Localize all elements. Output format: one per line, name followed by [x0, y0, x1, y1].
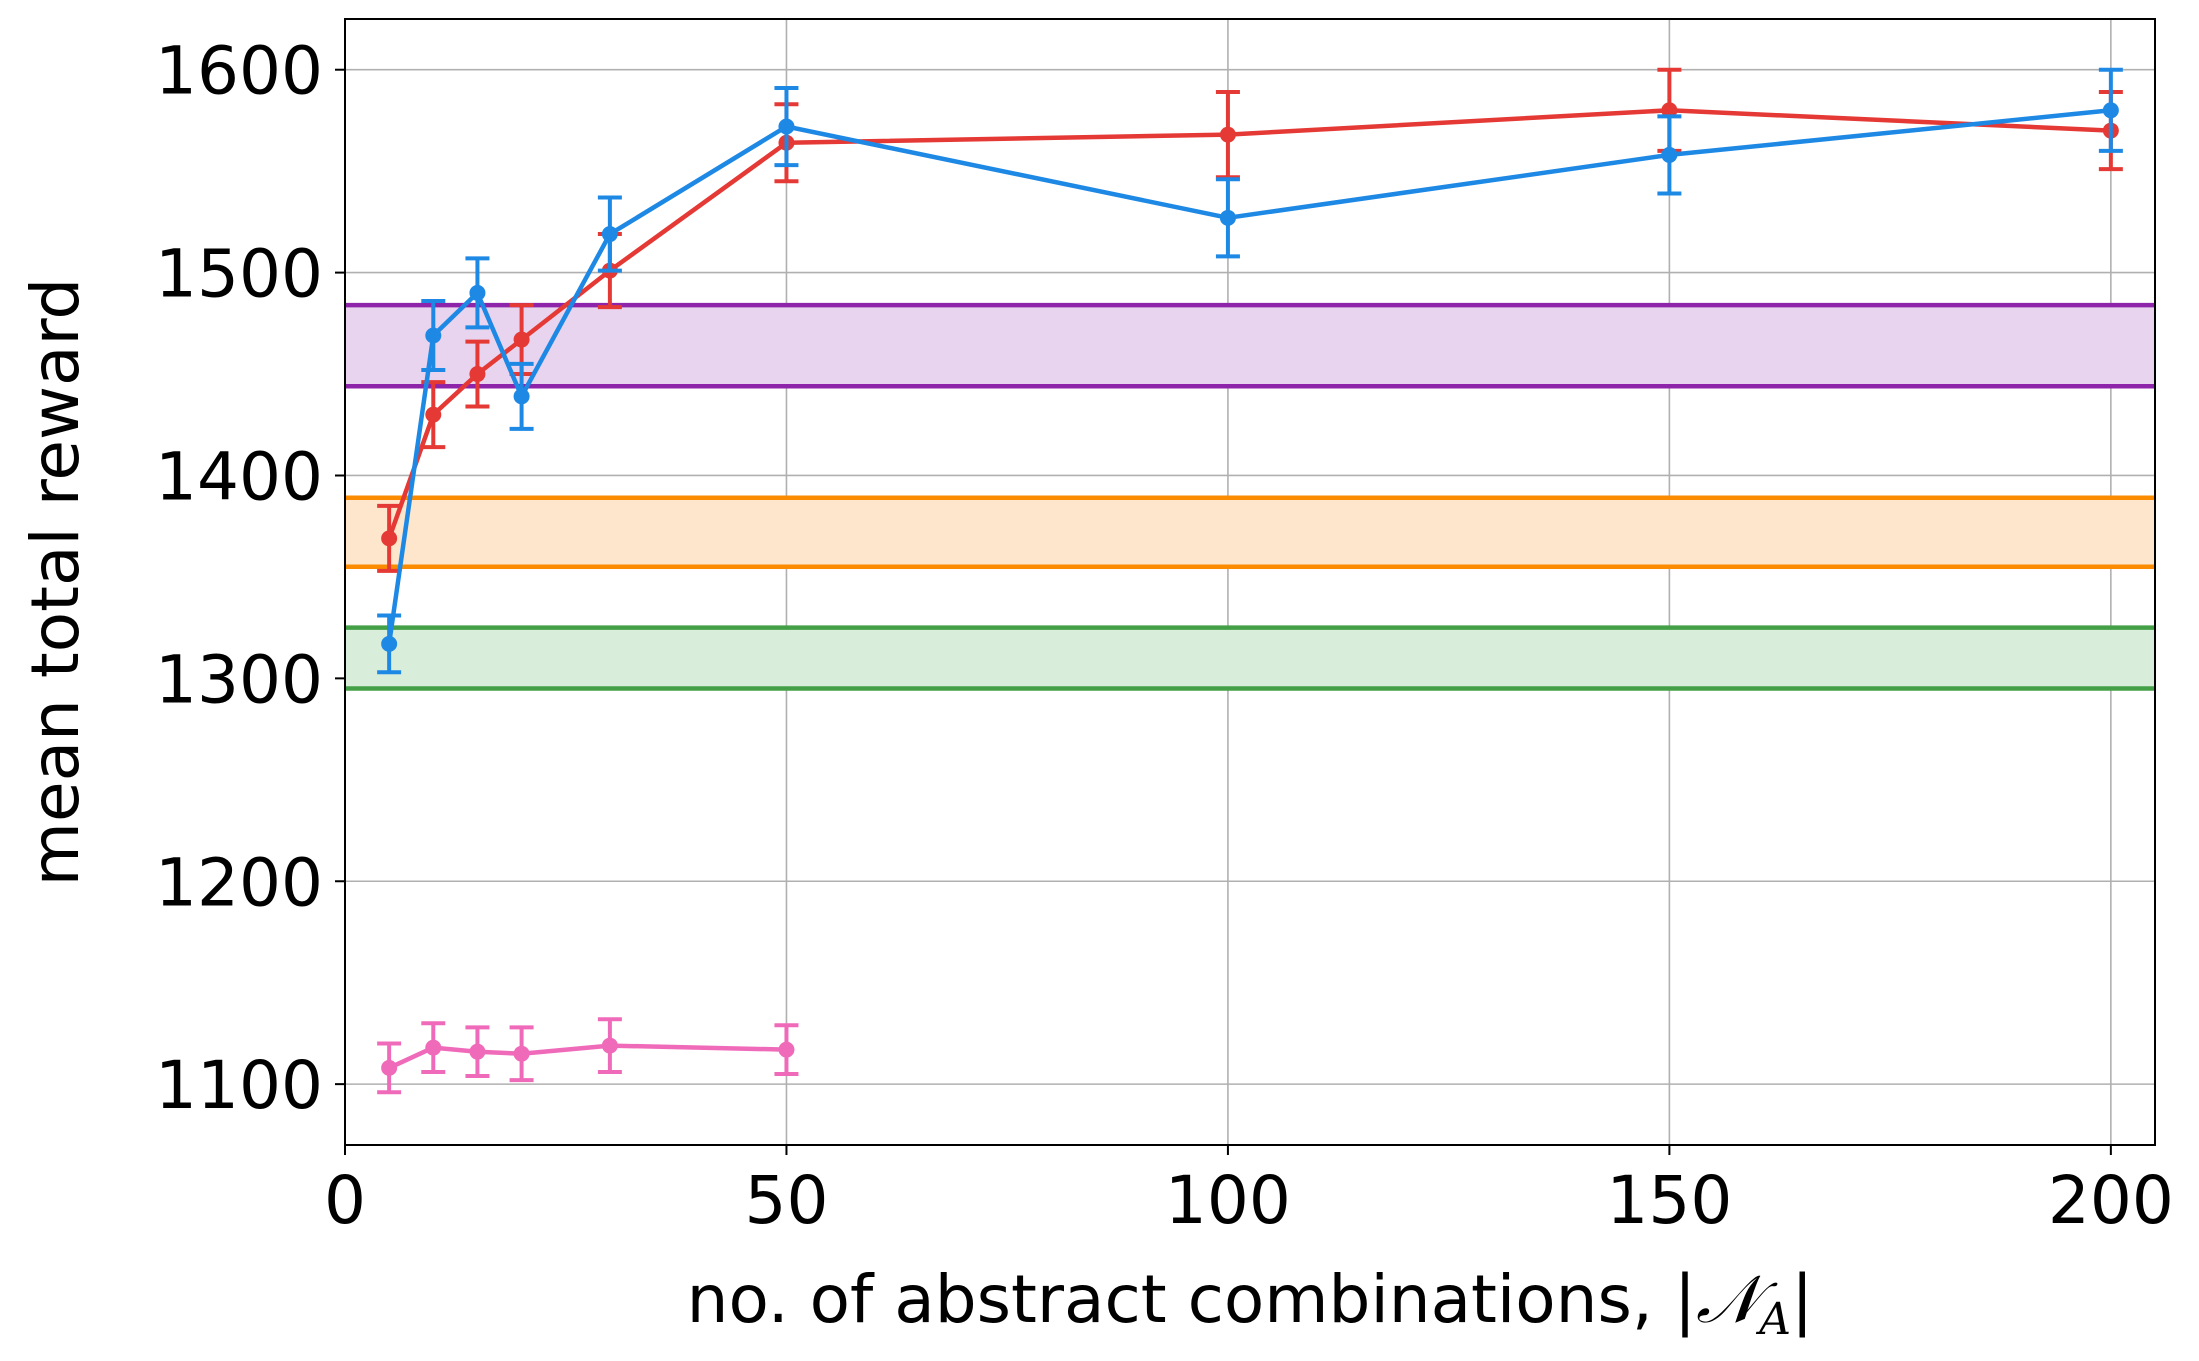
- orange-band-fill: [345, 497, 2155, 567]
- series-pink-point: [601, 1037, 618, 1054]
- series-pink-point: [425, 1039, 442, 1056]
- series-blue-point: [601, 226, 618, 243]
- series-pink-point: [381, 1059, 398, 1076]
- y-axis-label: mean total reward: [17, 278, 94, 887]
- purple-band-fill: [345, 305, 2155, 387]
- series-pink: [377, 1017, 799, 1095]
- grid: [344, 19, 2155, 1145]
- series-red-point: [513, 331, 530, 348]
- reference-bands: [345, 302, 2155, 691]
- x-axis-label-end: |: [1791, 1261, 1813, 1338]
- series-blue-point: [1661, 146, 1678, 163]
- y-tick-label: 1300: [155, 641, 323, 718]
- series-red-point: [1661, 102, 1678, 119]
- series-blue-point: [469, 284, 486, 301]
- x-tick-label: 100: [1165, 1162, 1291, 1239]
- series-red-point: [469, 366, 486, 383]
- x-tick-label: 150: [1606, 1162, 1732, 1239]
- series-blue-point: [381, 635, 398, 652]
- series-pink-point: [469, 1043, 486, 1060]
- series-pink-line: [388, 1043, 787, 1070]
- y-tick-label: 1100: [155, 1047, 323, 1124]
- series-red-point: [425, 406, 442, 423]
- series-red-point: [381, 530, 398, 547]
- series-blue-point: [425, 327, 442, 344]
- x-tick-label: 50: [744, 1162, 828, 1239]
- series-pink-point: [778, 1041, 795, 1058]
- series-blue: [377, 67, 2123, 675]
- x-axis-label-subscript: A: [1755, 1294, 1791, 1345]
- x-axis-label-text: no. of abstract combinations, |: [687, 1261, 1696, 1338]
- series-blue-point: [513, 388, 530, 405]
- x-tick-label: 200: [2048, 1162, 2174, 1239]
- y-tick-label: 1400: [155, 438, 323, 515]
- series-pink-point: [513, 1045, 530, 1062]
- series-blue-point: [2102, 102, 2119, 119]
- x-axis-label: no. of abstract combinations, |𝒩A|: [687, 1261, 1814, 1345]
- series-blue-point: [1219, 209, 1236, 226]
- axis-ticks: 0 50 100 150 200 1100 1200 1300 1400 1500 1600: [155, 33, 2174, 1239]
- y-tick-label: 1600: [155, 33, 323, 110]
- y-tick-label: 1500: [155, 236, 323, 313]
- series-blue-point: [778, 118, 795, 135]
- series-red-point: [1219, 126, 1236, 143]
- data-series: [377, 67, 2123, 1095]
- y-tick-label: 1200: [155, 844, 323, 921]
- plot-frame: [344, 18, 2156, 1146]
- x-tick-label: 0: [324, 1162, 366, 1239]
- green-band-fill: [345, 627, 2155, 689]
